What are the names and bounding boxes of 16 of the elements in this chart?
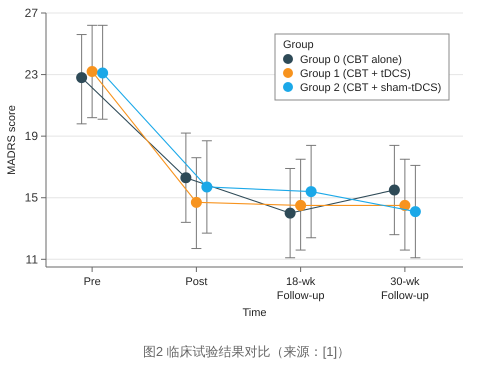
y-tick-label: 27 <box>24 6 38 20</box>
legend-title: Group <box>283 39 314 51</box>
x-tick-label: Pre <box>84 276 101 288</box>
y-tick-label: 19 <box>24 129 38 144</box>
y-tick-label: 15 <box>24 190 38 205</box>
x-tick-label: Post <box>185 276 208 288</box>
legend-label: Group 0 (CBT alone) <box>300 54 402 66</box>
y-tick-label: 11 <box>26 252 38 266</box>
x-tick-label: 30-wk Follow-up <box>381 276 429 302</box>
y-tick-label: 23 <box>24 68 38 82</box>
x-tick-label: 18-wk Follow-up <box>276 276 324 302</box>
legend-label: Group 1 (CBT + tDCS) <box>300 68 411 80</box>
y-axis-title: MADRS score <box>6 105 18 175</box>
legend-label: Group 2 (CBT + sham-tDCS) <box>300 82 442 94</box>
caption: 图2 临床试验结果对比（来源：[1]） <box>142 344 350 359</box>
x-axis-title: Time <box>242 307 267 319</box>
